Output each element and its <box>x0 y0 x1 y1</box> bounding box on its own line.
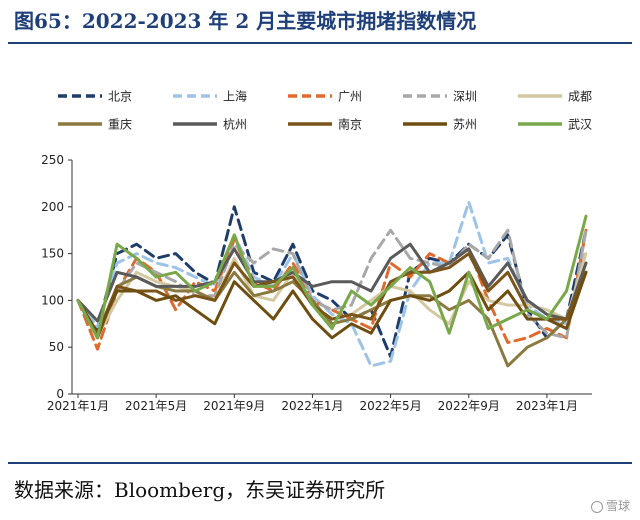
y-tick-label-1: 50 <box>49 340 64 354</box>
legend-label-7: 南京 <box>338 117 362 132</box>
x-tick-label-3: 2022年1月 <box>281 399 343 413</box>
series-line-5 <box>76 270 588 368</box>
x-tick-label-0: 2021年1月 <box>47 399 109 413</box>
source-note: 数据来源：Bloomberg，东吴证券研究所 <box>14 478 386 502</box>
legend-label-4: 成都 <box>568 90 592 104</box>
watermark-text: 雪球 <box>605 499 630 513</box>
y-tick-label-5: 250 <box>41 153 64 167</box>
watermark-icon <box>590 500 603 513</box>
series-line-6 <box>76 242 588 323</box>
x-tick-label-6: 2023年1月 <box>516 399 578 413</box>
legend-label-0: 北京 <box>108 90 132 104</box>
watermark: 雪球 <box>590 497 630 514</box>
x-tick-label-2: 2021年9月 <box>203 399 265 413</box>
legend-label-8: 苏州 <box>453 118 477 132</box>
series-line-2 <box>76 228 588 351</box>
y-tick-label-2: 100 <box>41 293 64 307</box>
series-line-0 <box>76 205 588 359</box>
y-tick-label-3: 150 <box>41 247 64 261</box>
x-tick-label-1: 2021年5月 <box>125 399 187 413</box>
y-tick-label-4: 200 <box>41 200 64 214</box>
series-line-9 <box>76 214 588 340</box>
legend-label-1: 上海 <box>223 89 247 104</box>
series-line-8 <box>76 270 588 340</box>
legend-label-9: 武汉 <box>568 118 592 132</box>
x-tick-label-5: 2022年9月 <box>438 399 500 413</box>
legend-label-6: 杭州 <box>223 117 247 132</box>
series-line-7 <box>76 252 588 340</box>
footer-divider <box>8 462 632 464</box>
series-line-1 <box>76 200 588 368</box>
y-tick-label-0: 0 <box>56 387 64 401</box>
title-divider <box>8 42 632 44</box>
legend-label-2: 广州 <box>338 90 362 104</box>
chart-title: 图65：2022-2023 年 2 月主要城市拥堵指数情况 <box>14 9 477 33</box>
x-tick-label-4: 2022年5月 <box>360 399 422 413</box>
legend-label-5: 重庆 <box>108 118 132 132</box>
legend-label-3: 深圳 <box>453 90 477 104</box>
